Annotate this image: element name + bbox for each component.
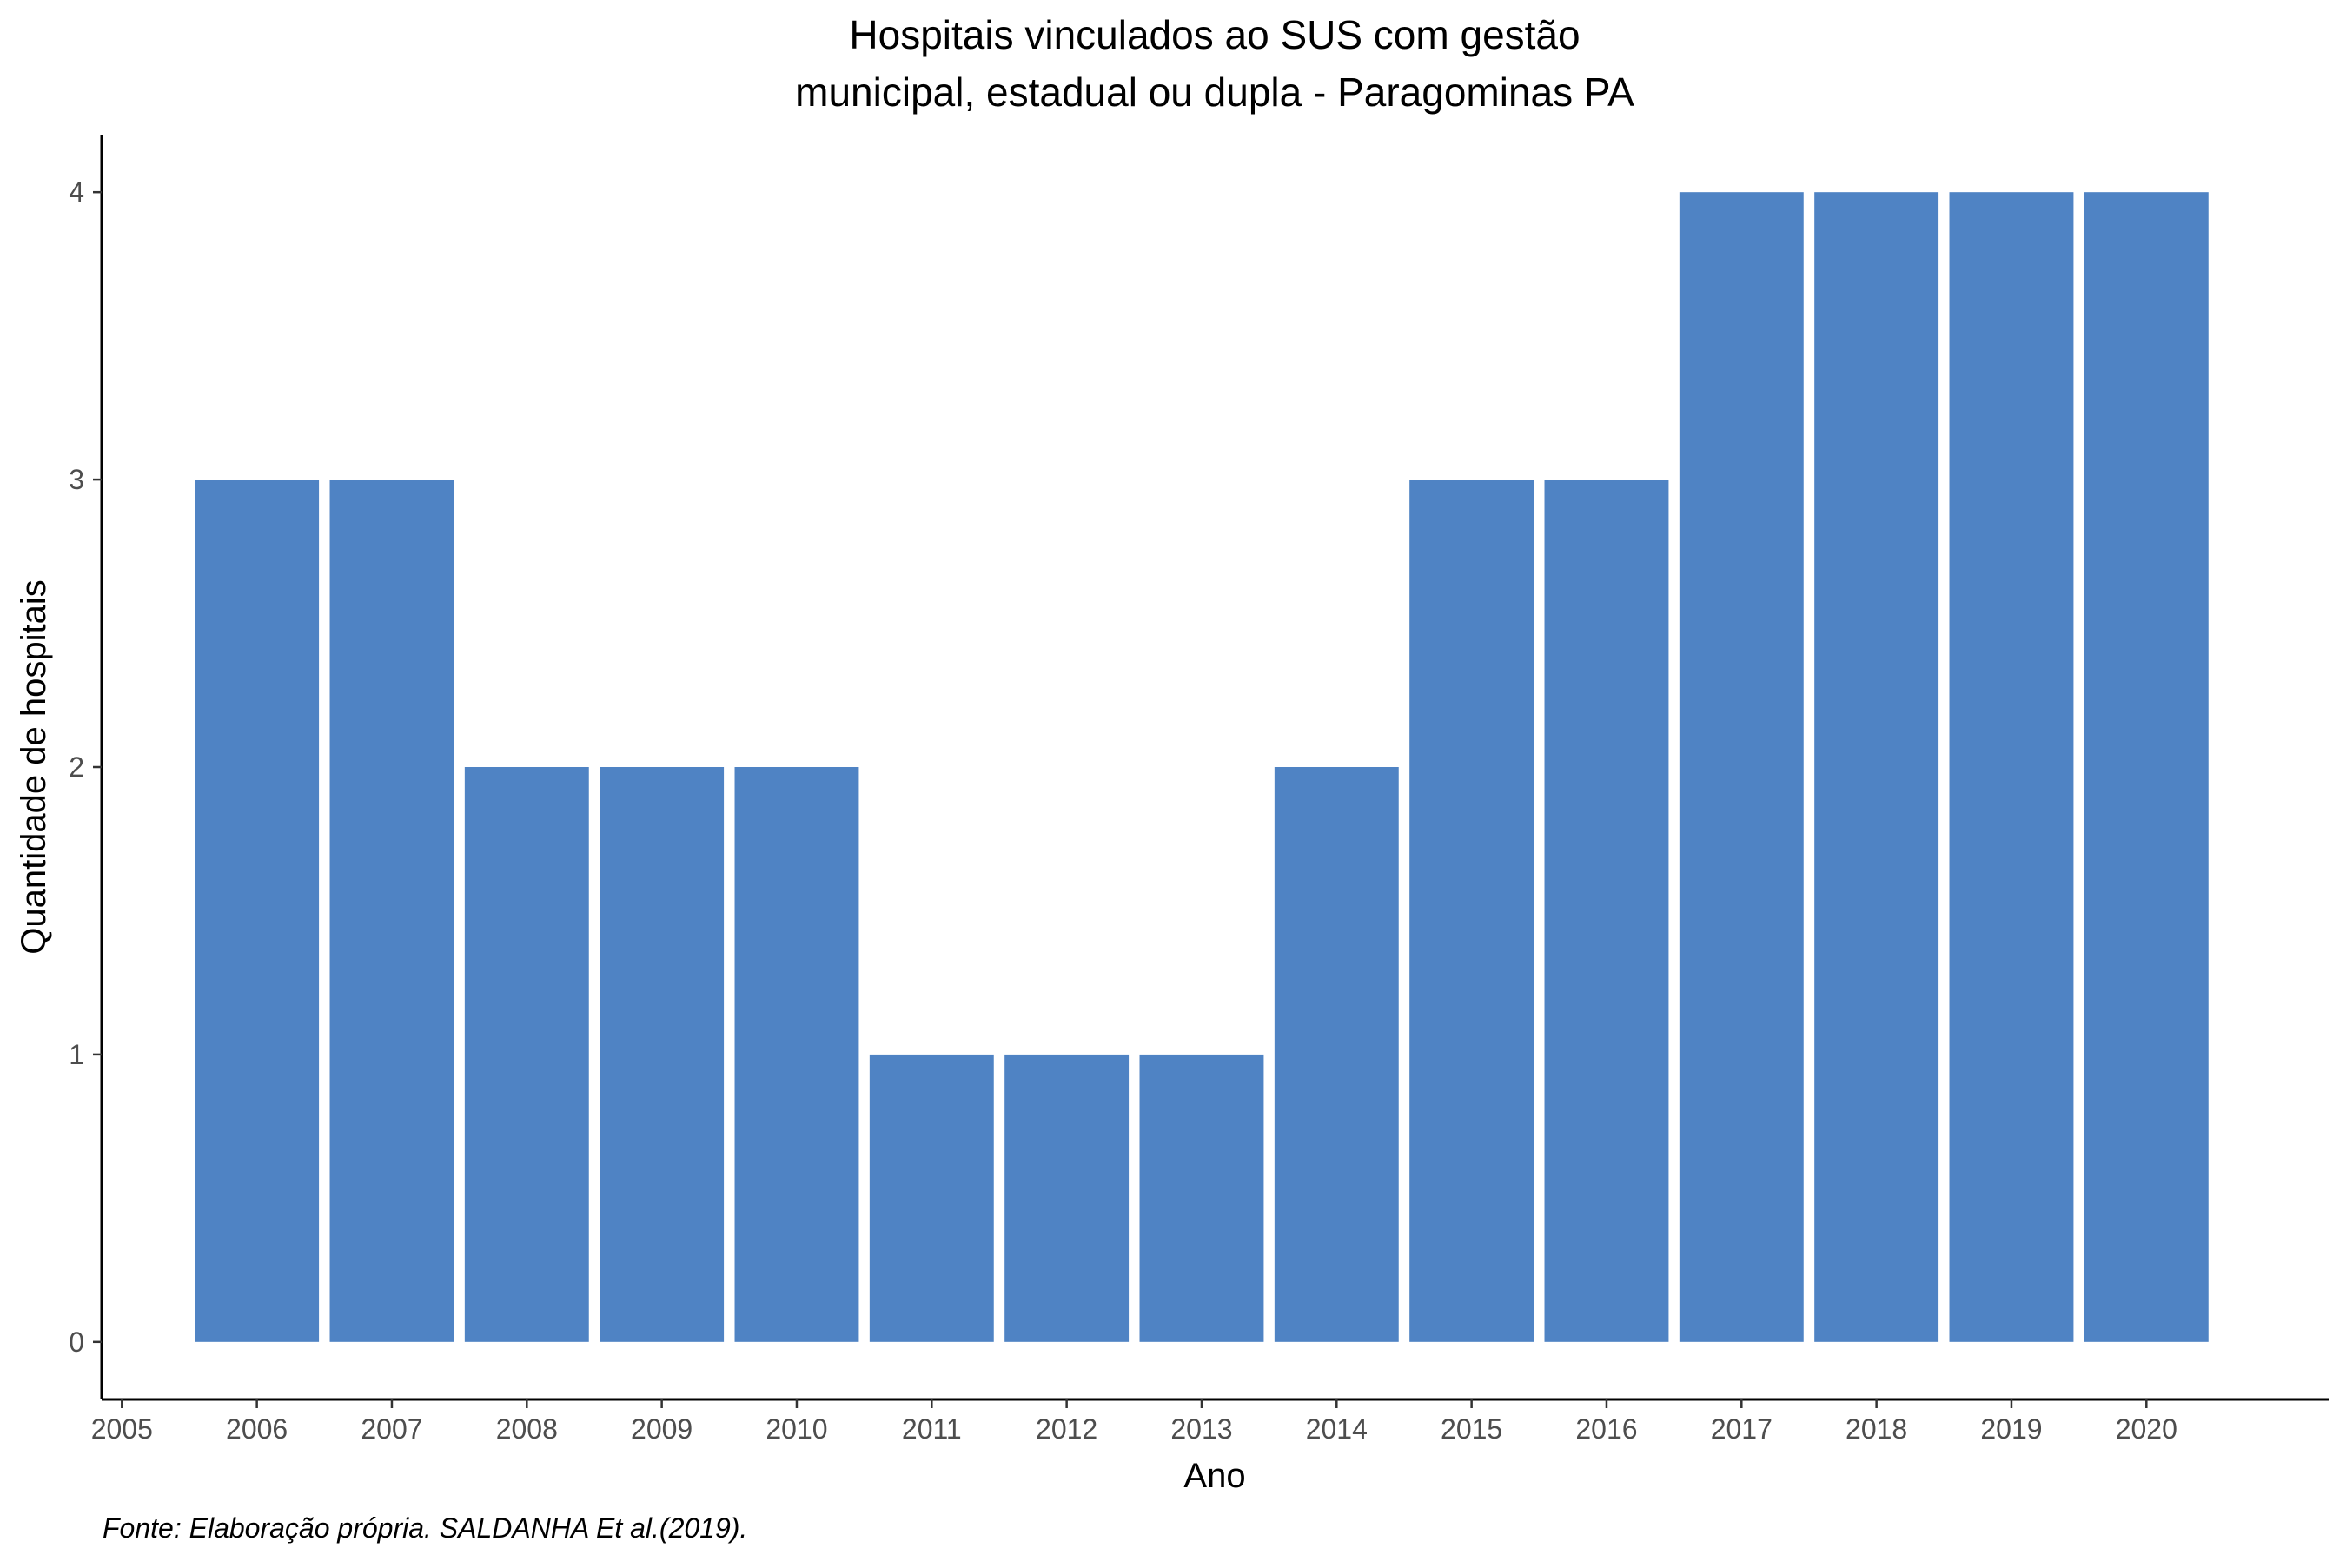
x-tick-label-2005: 2005	[91, 1413, 153, 1445]
y-tick-label-3: 3	[69, 464, 84, 495]
x-tick-label-2012: 2012	[1036, 1413, 1097, 1445]
bars-group	[195, 192, 2209, 1342]
bar-2012	[1004, 1054, 1130, 1342]
source-caption: Fonte: Elaboração própria. SALDANHA Et a…	[103, 1512, 747, 1544]
bar-2009	[600, 767, 725, 1342]
x-tick-label-2014: 2014	[1306, 1413, 1368, 1445]
bar-2016	[1544, 480, 1669, 1342]
x-tick-label-2010: 2010	[765, 1413, 827, 1445]
bar-2020	[2084, 192, 2209, 1342]
y-axis-title: Quantidade de hospitais	[15, 579, 53, 954]
y-tick-label-0: 0	[69, 1327, 84, 1358]
x-tick-label-2006: 2006	[226, 1413, 288, 1445]
bar-2015	[1409, 480, 1534, 1342]
x-tick-label-2018: 2018	[1846, 1413, 1907, 1445]
bar-2007	[329, 480, 454, 1342]
bar-2010	[734, 767, 859, 1342]
x-axis-title: Ano	[1183, 1457, 1245, 1495]
x-tick-label-2007: 2007	[361, 1413, 422, 1445]
y-tick-label-2: 2	[69, 751, 84, 783]
bar-2014	[1274, 767, 1399, 1342]
y-tick-label-4: 4	[69, 176, 84, 208]
x-tick-label-2015: 2015	[1441, 1413, 1502, 1445]
x-tick-label-2011: 2011	[902, 1413, 962, 1445]
x-tick-label-2009: 2009	[631, 1413, 693, 1445]
x-ticks-group: 2005 2006 2007 2008 2009 2010 2011 2012 2013 2014…	[91, 1399, 2177, 1445]
bar-2013	[1139, 1054, 1264, 1342]
bar-2006	[195, 480, 320, 1342]
chart-title-line-2: municipal, estadual ou dupla - Paragomin…	[795, 69, 1634, 115]
x-tick-label-2016: 2016	[1575, 1413, 1637, 1445]
y-tick-label-1: 1	[69, 1039, 84, 1070]
bar-2019	[1949, 192, 2074, 1342]
y-ticks-group: 0 1 2 3 4	[69, 176, 102, 1358]
bar-2008	[464, 767, 589, 1342]
x-tick-label-2020: 2020	[2116, 1413, 2177, 1445]
x-tick-label-2017: 2017	[1711, 1413, 1773, 1445]
bar-2011	[869, 1054, 994, 1342]
x-tick-label-2019: 2019	[1980, 1413, 2042, 1445]
chart-title-line-1: Hospitais vinculados ao SUS com gestão	[849, 12, 1580, 57]
x-tick-label-2013: 2013	[1170, 1413, 1232, 1445]
bar-2017	[1679, 192, 1804, 1342]
bar-2018	[1814, 192, 1939, 1342]
x-tick-label-2008: 2008	[496, 1413, 558, 1445]
